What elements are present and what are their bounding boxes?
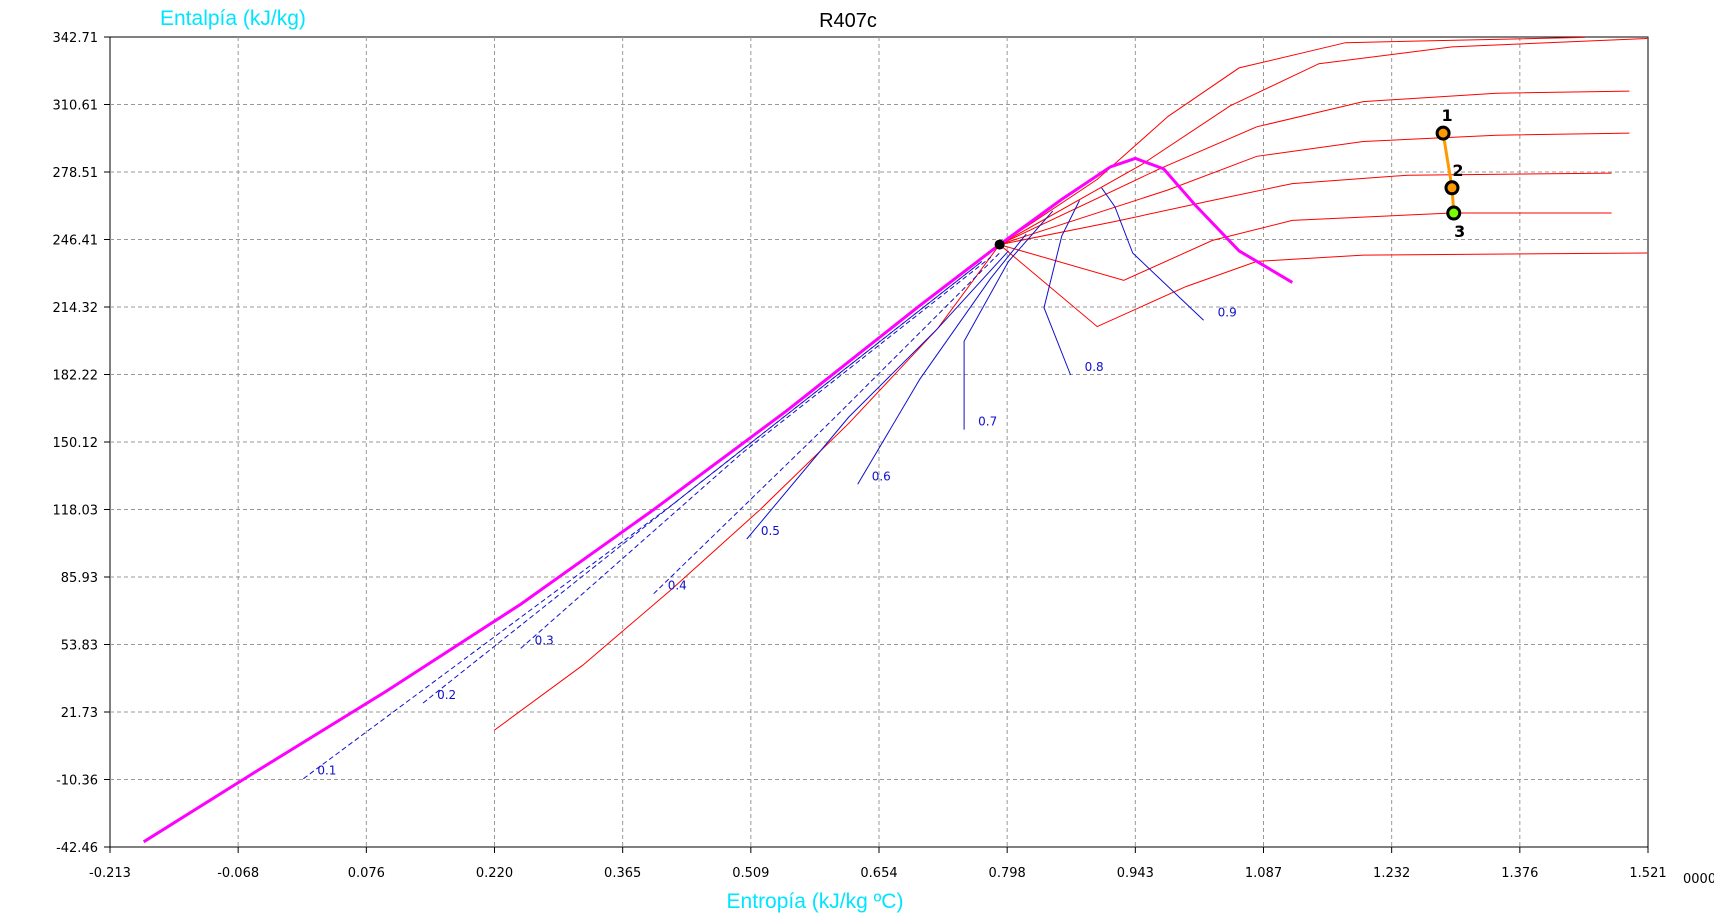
y-tick-label: 310.61 — [53, 99, 99, 114]
isobar-line — [999, 36, 1586, 246]
x-tick-label: 0.220 — [476, 866, 513, 881]
quality-label: 0.3 — [535, 633, 554, 647]
y-tick-label: 118.03 — [53, 504, 99, 519]
y-tick-label: -42.46 — [56, 841, 98, 856]
quality-label: 0.7 — [978, 415, 997, 429]
quality-label: 0.8 — [1085, 360, 1104, 374]
x-tick-label: 1.376 — [1501, 866, 1538, 881]
saturation-curve — [142, 156, 1294, 844]
x-tick-label: 0.798 — [989, 866, 1026, 881]
isobar-line — [999, 38, 1648, 246]
isobar-line — [999, 212, 1612, 281]
quality-label: 0.9 — [1218, 305, 1237, 319]
critical-point — [994, 239, 1005, 250]
quality-line — [653, 252, 1000, 595]
isobar-lines — [493, 36, 1648, 731]
quality-label: 0.2 — [437, 688, 456, 702]
y-tick-label: 278.51 — [53, 166, 99, 181]
quality-label: 0.1 — [317, 764, 336, 778]
y-tick-label: 21.73 — [61, 706, 98, 721]
isobar-line — [999, 132, 1630, 246]
quality-label: 0.6 — [872, 469, 891, 483]
y-tick-label: 182.22 — [53, 369, 99, 384]
quality-line — [1043, 200, 1080, 376]
x-tick-label: 1.087 — [1245, 866, 1282, 881]
quality-line — [746, 250, 1009, 540]
y-tick-labels: 342.71 310.61 278.51 246.41 214.32 182.22 150.… — [53, 31, 99, 856]
x-tick-label: -0.068 — [217, 866, 259, 881]
quality-line — [1101, 187, 1204, 321]
quality-line — [520, 256, 992, 649]
x-tick-label: 1.232 — [1373, 866, 1410, 881]
y-tick-label: 85.93 — [61, 571, 98, 586]
quality-lines: 0.1 0.2 0.3 0.4 0.5 0.6 0.7 0.8 0.9 — [303, 187, 1237, 780]
y-tick-label: -10.36 — [56, 774, 98, 789]
cycle-path: 1 2 3 — [1435, 106, 1465, 241]
x-tick-label: 0.943 — [1117, 866, 1154, 881]
x-tick-suffix: 0000 — [1683, 872, 1714, 887]
quality-line — [963, 210, 1054, 430]
cycle-point-label: 3 — [1454, 222, 1465, 241]
quality-line — [857, 233, 1027, 485]
x-tick-label: 0.076 — [348, 866, 385, 881]
x-tick-label: 1.521 — [1629, 866, 1666, 881]
x-tick-label: -0.213 — [89, 866, 131, 881]
isobar-line — [999, 244, 1648, 328]
y-tick-label: 246.41 — [53, 234, 99, 249]
y-tick-label: 53.83 — [61, 639, 98, 654]
cycle-point-3 — [1446, 205, 1462, 221]
y-tick-label: 342.71 — [53, 31, 99, 46]
x-tick-labels: -0.213 -0.068 0.076 0.220 0.365 0.509 0.654 0.7… — [89, 866, 1667, 881]
quality-label: 0.5 — [761, 524, 780, 538]
cycle-point-label: 2 — [1452, 161, 1463, 180]
cycle-point-label: 1 — [1442, 106, 1453, 125]
y-tick-label: 214.32 — [53, 301, 99, 316]
quality-label: 0.4 — [668, 579, 687, 593]
isobar-line — [999, 90, 1630, 246]
y-axis-title: Entalpía (kJ/kg) — [160, 7, 306, 30]
grid — [104, 36, 1649, 853]
chart-title: R407c — [819, 10, 877, 32]
cycle-point-2 — [1444, 180, 1460, 196]
cycle-point-1 — [1435, 125, 1451, 141]
x-axis-title: Entropía (kJ/kg ºC) — [727, 890, 904, 913]
isobar-line — [999, 172, 1612, 246]
y-tick-label: 150.12 — [53, 436, 99, 451]
x-tick-label: 0.509 — [732, 866, 769, 881]
x-tick-label: 0.365 — [604, 866, 641, 881]
x-tick-label: 0.654 — [860, 866, 897, 881]
